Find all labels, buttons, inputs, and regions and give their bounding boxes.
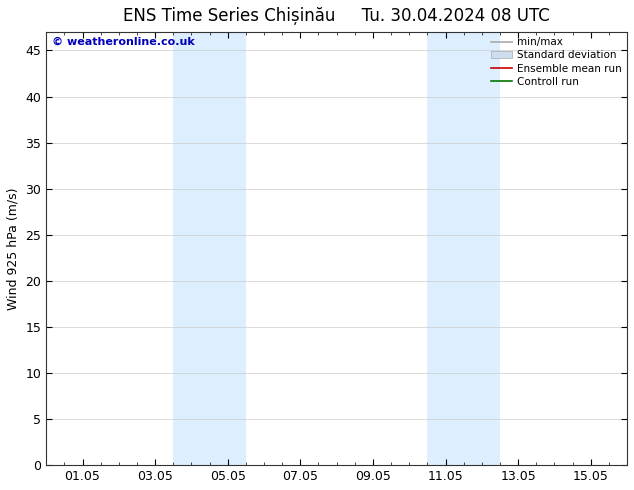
- Bar: [427, 32, 482, 465]
- Title: ENS Time Series Chișinău     Tu. 30.04.2024 08 UTC: ENS Time Series Chișinău Tu. 30.04.2024 …: [123, 7, 550, 25]
- Bar: [482, 32, 500, 465]
- Legend: min/max, Standard deviation, Ensemble mean run, Controll run: min/max, Standard deviation, Ensemble me…: [491, 37, 622, 87]
- Bar: [173, 32, 228, 465]
- Bar: [228, 32, 246, 465]
- Y-axis label: Wind 925 hPa (m/s): Wind 925 hPa (m/s): [7, 187, 20, 310]
- Text: © weatheronline.co.uk: © weatheronline.co.uk: [52, 36, 195, 47]
